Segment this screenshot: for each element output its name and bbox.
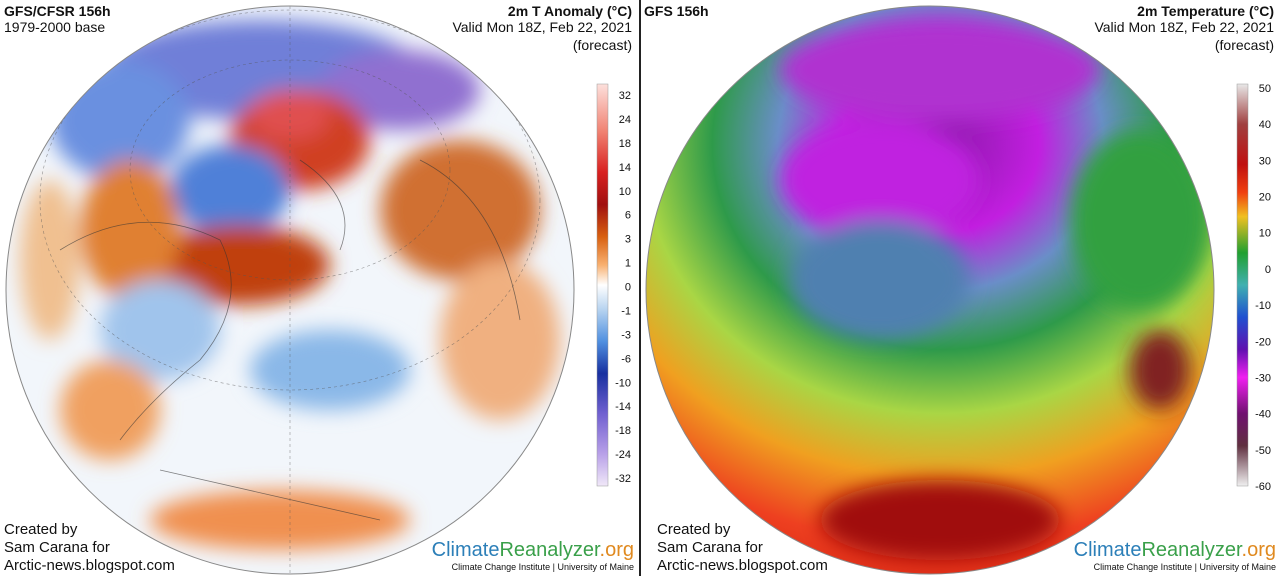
colorbar-label: -60 [1255, 481, 1271, 493]
logo-part: .org [1242, 539, 1276, 561]
colorbar-label: -10 [615, 377, 631, 389]
institute: Climate Change Institute | University of… [1094, 562, 1276, 572]
colorbar-label: -6 [621, 353, 631, 365]
model: GFS 156h [644, 3, 709, 19]
globe-outline [5, 5, 575, 575]
colorbar-label: -24 [615, 449, 631, 461]
colorbar-label: 3 [625, 234, 631, 246]
credit: Sam Carana for [4, 539, 110, 556]
logo: ClimateReanalyzer.org [432, 539, 634, 561]
colorbar [596, 83, 609, 487]
credit: Arctic-news.blogspot.com [4, 557, 175, 574]
title: 2m T Anomaly (°C) [508, 3, 632, 19]
forecast: (forecast) [573, 37, 632, 53]
colorbar-label: 30 [1259, 155, 1271, 167]
colorbar-label: -14 [615, 401, 631, 413]
colorbar-label: -18 [615, 425, 631, 437]
credit: Created by [4, 521, 78, 538]
colorbar-label: 14 [619, 162, 631, 174]
valid-time: Valid Mon 18Z, Feb 22, 2021 [1094, 19, 1274, 35]
valid-time: Valid Mon 18Z, Feb 22, 2021 [452, 19, 632, 35]
colorbar-label: -3 [621, 329, 631, 341]
credit: Sam Carana for [657, 539, 763, 556]
colorbar-label: 18 [619, 138, 631, 150]
anomaly-globe [6, 6, 574, 574]
logo-part: Reanalyzer [499, 539, 601, 561]
forecast: (forecast) [1215, 37, 1274, 53]
colorbar-label: 40 [1259, 119, 1271, 131]
colorbar-label: 10 [1259, 228, 1271, 240]
model: GFS/CFSR 156h [4, 3, 111, 19]
credit: Arctic-news.blogspot.com [657, 557, 828, 574]
logo-part: Climate [1074, 539, 1142, 561]
colorbar-label: -32 [615, 473, 631, 485]
colorbar-label: 24 [619, 114, 631, 126]
colorbar-label: 0 [1265, 264, 1271, 276]
colorbar-label: 20 [1259, 192, 1271, 204]
credit: Created by [657, 521, 731, 538]
colorbar-label: 10 [619, 186, 631, 198]
colorbar-label: 50 [1259, 83, 1271, 95]
logo-part: .org [600, 539, 634, 561]
colorbar-label: 0 [625, 282, 631, 294]
colorbar-label: -40 [1255, 409, 1271, 421]
colorbar-label: 1 [625, 258, 631, 270]
title: 2m Temperature (°C) [1137, 3, 1274, 19]
colorbar-label: 6 [625, 210, 631, 222]
globe-outline [645, 5, 1215, 575]
logo-part: Climate [432, 539, 500, 561]
colorbar-label: -1 [621, 305, 631, 317]
colorbar [1236, 83, 1249, 487]
temperature-globe [646, 6, 1214, 574]
colorbar-label: -20 [1255, 336, 1271, 348]
institute: Climate Change Institute | University of… [452, 562, 634, 572]
colorbar-label: -10 [1255, 300, 1271, 312]
base-period: 1979-2000 base [4, 19, 105, 35]
colorbar-label: -30 [1255, 372, 1271, 384]
logo: ClimateReanalyzer.org [1074, 539, 1276, 561]
colorbar-label: -50 [1255, 445, 1271, 457]
logo-part: Reanalyzer [1141, 539, 1243, 561]
colorbar-label: 32 [619, 90, 631, 102]
